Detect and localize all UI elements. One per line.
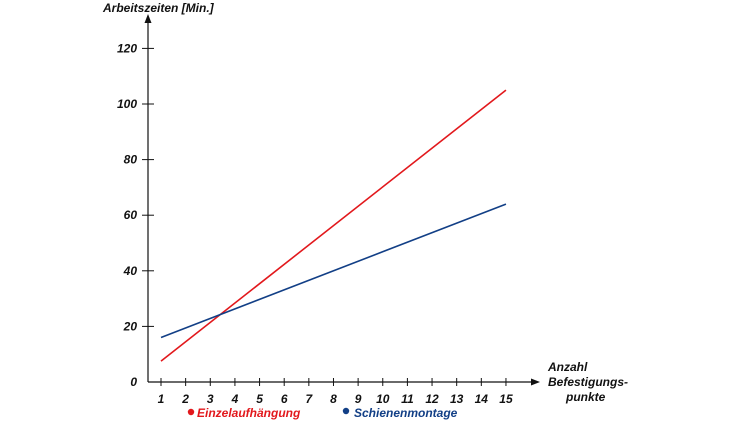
y-tick-label: 0 — [130, 375, 137, 389]
x-ticks: 1 2 3 4 5 6 7 8 9 10 11 12 13 14 15 — [158, 378, 513, 406]
x-tick-label: 8 — [330, 392, 337, 406]
x-tick-label: 5 — [256, 392, 263, 406]
x-tick-label: 12 — [425, 392, 439, 406]
y-axis-title: Arbeitszeiten [Min.] — [102, 1, 215, 15]
y-tick-label: 80 — [124, 153, 138, 167]
x-tick-label: 4 — [231, 392, 239, 406]
x-axis-arrow-icon — [531, 378, 540, 386]
y-tick-label: 60 — [124, 208, 138, 222]
x-tick-label: 6 — [281, 392, 288, 406]
series-lines — [160, 89, 507, 362]
x-tick-label: 7 — [305, 392, 313, 406]
legend-label-schienenmontage: Schienenmontage — [354, 406, 458, 420]
legend-marker-schienenmontage — [342, 407, 350, 415]
x-axis-title-line-2: Befestigungs- — [548, 375, 628, 389]
x-tick-label: 9 — [355, 392, 362, 406]
x-tick-label: 3 — [207, 392, 214, 406]
x-tick-label: 2 — [181, 392, 189, 406]
axes — [144, 14, 540, 386]
y-axis-arrow-icon — [144, 14, 152, 23]
y-tick-label: 40 — [123, 264, 138, 278]
x-tick-label: 11 — [401, 392, 414, 406]
legend-marker-einzelaufhaengung — [187, 408, 195, 416]
y-ticks: 0 20 40 60 80 100 120 — [117, 41, 154, 389]
x-tick-label: 10 — [376, 392, 390, 406]
y-tick-label: 120 — [117, 41, 137, 55]
x-tick-label: 13 — [450, 392, 464, 406]
y-tick-label: 100 — [117, 97, 137, 111]
legend-label-einzelaufhaengung: Einzelaufhängung — [197, 406, 301, 420]
series-line-einzelaufhaengung — [160, 89, 507, 362]
x-tick-label: 14 — [475, 392, 489, 406]
x-axis-title-line-1: Anzahl — [547, 360, 588, 374]
y-tick-label: 20 — [123, 319, 138, 333]
legend: Einzelaufhängung Schienenmontage — [187, 406, 458, 420]
x-tick-label: 1 — [158, 392, 165, 406]
x-tick-label: 15 — [499, 392, 513, 406]
x-axis-title-line-3: punkte — [565, 390, 606, 404]
series-line-schienenmontage — [160, 203, 507, 339]
